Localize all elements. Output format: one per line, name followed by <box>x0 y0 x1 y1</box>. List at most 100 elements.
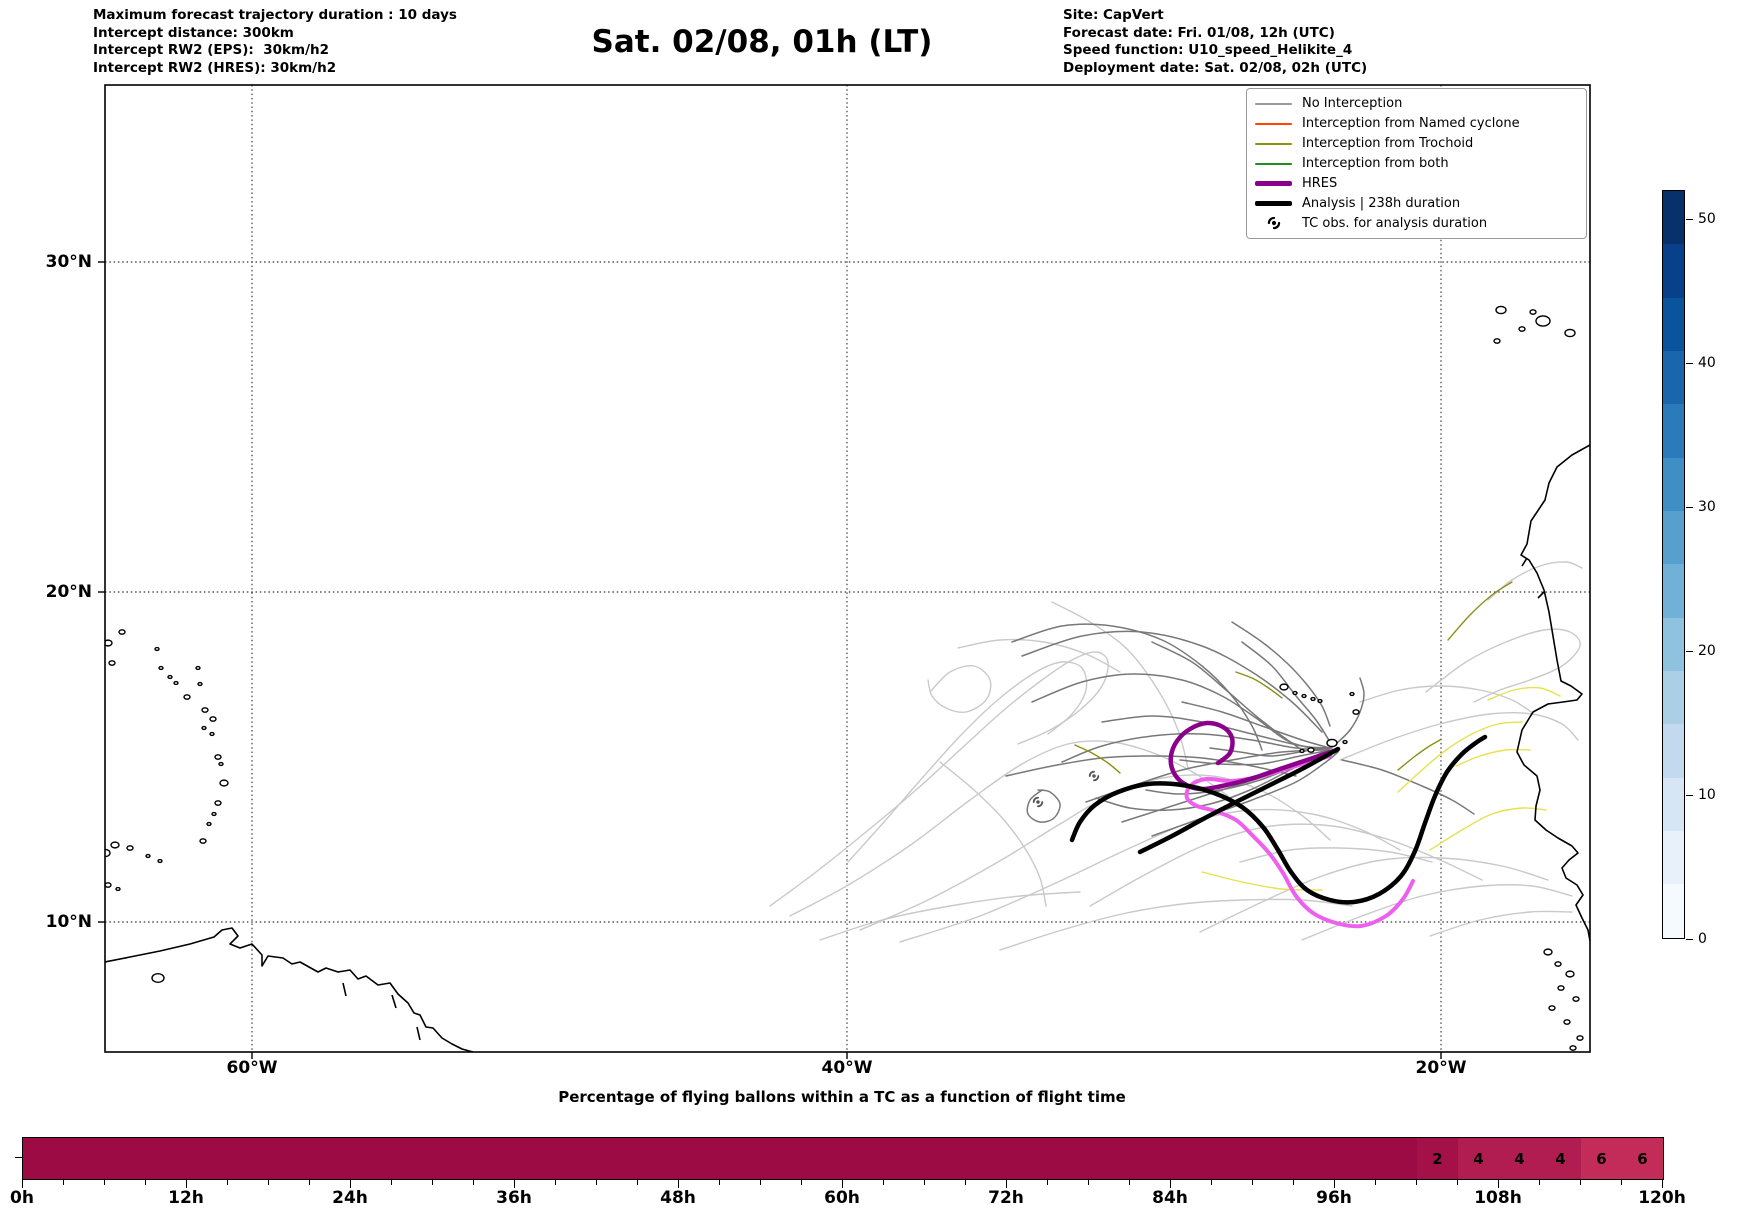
legend-entry: Interception from Trochoid <box>1255 134 1578 154</box>
trajectory <box>1335 677 1365 745</box>
annotation-line: Deployment date: Sat. 02/08, 02h (UTC) <box>1063 59 1368 76</box>
trajectory <box>1061 732 1331 763</box>
trajectory <box>1339 712 1579 761</box>
x-tick-mark <box>965 1179 966 1185</box>
x-tick-mark <box>842 1179 843 1188</box>
forecast-settings-annotation: Maximum forecast trajectory duration : 1… <box>93 7 457 77</box>
island-cape_verde <box>1317 698 1323 704</box>
island-antilles <box>154 646 160 652</box>
island-guinea <box>1565 970 1575 978</box>
trajectory <box>1026 789 1061 823</box>
island-cape_verde <box>1326 738 1338 748</box>
annotation-line: Intercept distance: 300km <box>93 24 294 41</box>
heatmap-cell: 4 <box>1499 1138 1540 1179</box>
trajectory <box>1069 734 1488 905</box>
legend-entry: No Interception <box>1255 94 1578 114</box>
trajectory <box>1455 748 1531 767</box>
colorbar-band <box>1663 511 1684 565</box>
map-legend: No Interception Interception from Named c… <box>1246 88 1587 239</box>
island-antilles <box>145 853 151 859</box>
x-tick-mark <box>473 1179 474 1185</box>
tc-cyclone-icon <box>1267 216 1280 230</box>
bottom-chart-title: Percentage of flying ballons within a TC… <box>558 1088 1126 1106</box>
x-tick-mark <box>186 1179 187 1188</box>
x-tick-mark <box>1170 1179 1171 1188</box>
island-antilles <box>126 845 134 851</box>
trajectory <box>1168 720 1340 792</box>
legend-label: Analysis | 238h duration <box>1302 195 1461 211</box>
legend-line-swatch <box>1255 200 1292 206</box>
island-antilles <box>110 841 120 849</box>
x-tick-mark <box>924 1179 925 1185</box>
trajectory-group-olive <box>1074 581 1513 774</box>
island-antilles <box>157 858 163 864</box>
island-antilles <box>108 660 116 666</box>
x-tick-label: 24h <box>332 1188 368 1208</box>
colorbar-tick <box>1686 218 1693 220</box>
site-info-annotation: Site: CapVert Forecast date: Fri. 01/08, … <box>1063 7 1367 77</box>
x-tick-mark <box>596 1179 597 1185</box>
heatmap-cell: 4 <box>1540 1138 1581 1179</box>
x-tick-mark <box>1539 1179 1540 1185</box>
x-tick-mark <box>309 1179 310 1185</box>
colorbar-tick-label: 40 <box>1698 354 1716 371</box>
x-tick-mark <box>22 1179 23 1188</box>
heatmap-cell: 4 <box>1458 1138 1499 1179</box>
lat-tick-label: 30°N <box>45 252 92 272</box>
legend-label: TC obs. for analysis duration <box>1302 215 1488 231</box>
annotation-line: Intercept RW2 (EPS): 30km/h2 <box>93 42 329 58</box>
x-tick-label: 0h <box>10 1188 34 1208</box>
colorbar-tick-label: 50 <box>1698 210 1716 227</box>
tc-obs-markers <box>1032 770 1100 808</box>
trajectory <box>1011 623 1263 751</box>
colorbar-band <box>1663 191 1684 245</box>
lat-tick-label: 10°N <box>45 912 92 932</box>
trajectory <box>1397 739 1441 771</box>
colorbar-tick <box>1686 506 1693 508</box>
trajectory-group-analysis <box>1069 734 1488 905</box>
x-tick-mark <box>432 1179 433 1185</box>
legend-entry: Interception from Named cyclone <box>1255 114 1578 134</box>
island-antilles <box>105 639 113 647</box>
x-tick-mark <box>637 1179 638 1185</box>
trajectory <box>1397 721 1523 793</box>
x-tick-label: 12h <box>168 1188 204 1208</box>
lon-tick-label: 40°W <box>821 1058 873 1078</box>
trajectory <box>819 891 1081 941</box>
colorbar-band <box>1663 404 1684 458</box>
colorbar-tick <box>1686 939 1693 940</box>
x-tick-mark <box>1334 1179 1335 1188</box>
island-antilles <box>201 725 207 731</box>
legend-label: Interception from Named cyclone <box>1302 116 1520 132</box>
trajectory-group-yellow <box>1201 686 1561 891</box>
colorbar-band <box>1663 617 1684 672</box>
island-antilles <box>214 754 222 760</box>
colorbar <box>1662 190 1685 939</box>
legend-label: Interception from Trochoid <box>1302 136 1474 152</box>
bottom-chart-y-tick <box>15 1157 22 1158</box>
colorbar-band <box>1663 297 1684 352</box>
trajectory <box>1199 856 1549 933</box>
annotation-line: Speed function: U10_speed_Helikite_4 <box>1063 42 1353 58</box>
x-tick-mark <box>268 1179 269 1185</box>
colorbar-tick-label: 20 <box>1698 642 1716 659</box>
trajectory <box>1429 807 1547 851</box>
trajectory <box>1447 581 1513 641</box>
x-tick-mark <box>1047 1179 1048 1185</box>
trajectory <box>769 651 1109 907</box>
island-specks <box>95 166 101 170</box>
x-tick-mark <box>104 1179 105 1185</box>
colorbar-tick-label: 0 <box>1698 931 1707 947</box>
island-antilles <box>105 848 111 858</box>
island-antilles <box>197 681 203 687</box>
legend-line-swatch <box>1255 102 1292 105</box>
colorbar-band <box>1663 244 1684 298</box>
x-tick-mark <box>555 1179 556 1185</box>
trajectory <box>1137 746 1341 855</box>
x-tick-mark <box>145 1179 146 1185</box>
trajectory <box>1101 715 1333 749</box>
island-canaries <box>1529 309 1537 315</box>
legend-entry: Interception from both <box>1255 154 1578 174</box>
x-tick-mark <box>1293 1179 1294 1185</box>
